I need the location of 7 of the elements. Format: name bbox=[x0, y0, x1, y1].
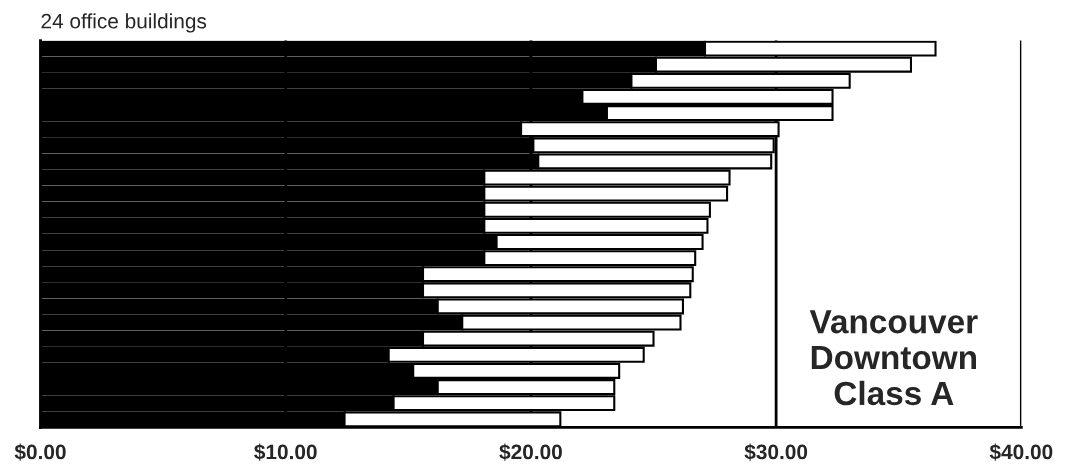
x-tick-label: $0.00 bbox=[14, 443, 66, 461]
x-tick-label: $20.00 bbox=[499, 443, 562, 461]
x-tick-label: $10.00 bbox=[254, 443, 317, 461]
x-tick-label: $30.00 bbox=[744, 443, 808, 461]
chart-title: 24 office buildings bbox=[41, 13, 207, 33]
annotation: Vancouver Downtown Class A bbox=[809, 310, 978, 406]
x-tick-label: $40.00 bbox=[989, 443, 1053, 461]
